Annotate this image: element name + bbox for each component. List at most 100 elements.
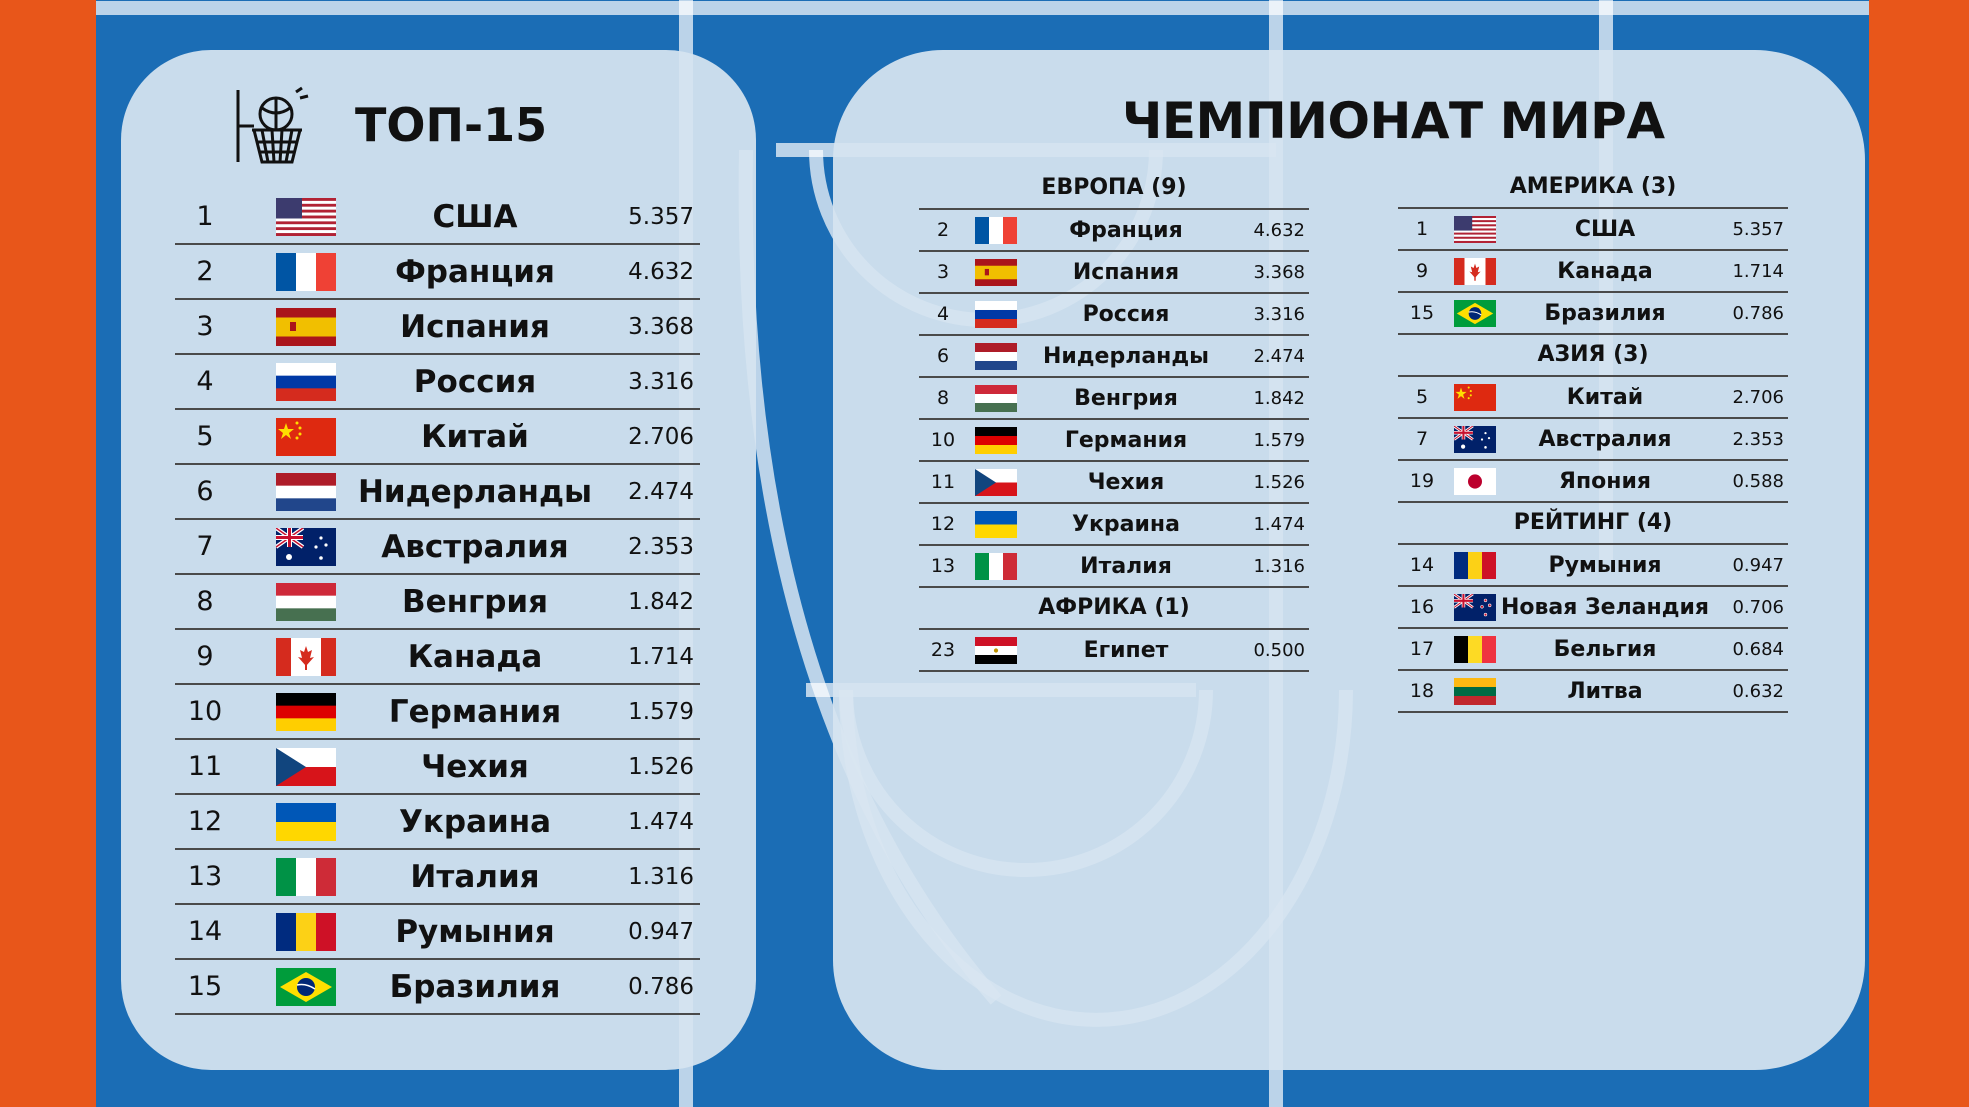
table-row: 13 Италия 1.316 bbox=[919, 546, 1309, 588]
table-row: 2 Франция 4.632 bbox=[175, 245, 700, 300]
table-row: 15 Бразилия 0.786 bbox=[175, 960, 700, 1015]
flag-fr-icon bbox=[276, 252, 336, 291]
country-score: 1.474 bbox=[1253, 513, 1305, 535]
flag-fr-icon bbox=[975, 216, 1017, 244]
flag-au-icon bbox=[1453, 424, 1496, 453]
flag-br-icon bbox=[1454, 299, 1496, 327]
world-championship-column-2: АМЕРИКА (3) 1 США 5.357 9 Канада 1.714 15 Бразил… bbox=[1398, 167, 1788, 713]
flag-cn-icon bbox=[276, 417, 336, 456]
country-score: 0.947 bbox=[1732, 554, 1784, 576]
flag-be-icon bbox=[1454, 635, 1496, 663]
rank-number: 7 bbox=[1415, 428, 1429, 450]
country-name: Россия bbox=[413, 363, 537, 400]
country-name: Египет bbox=[1083, 637, 1169, 663]
rank-number: 3 bbox=[196, 311, 214, 342]
flag-it-icon bbox=[975, 552, 1017, 580]
country-score: 1.842 bbox=[1253, 387, 1305, 409]
rank-number: 23 bbox=[930, 639, 956, 661]
top15-title: ТОП-15 bbox=[355, 98, 548, 152]
table-row: 12 Украина 1.474 bbox=[175, 795, 700, 850]
table-row: 1 США 5.357 bbox=[1398, 209, 1788, 251]
country-name: Нидерланды bbox=[357, 473, 593, 510]
rank-number: 14 bbox=[187, 916, 223, 947]
country-name: Украина bbox=[398, 803, 552, 840]
table-row: 1 США 5.357 bbox=[175, 190, 700, 245]
flag-nl-icon bbox=[276, 472, 336, 511]
table-row: 17 Бельгия 0.684 bbox=[1398, 629, 1788, 671]
table-row: 19 Япония 0.588 bbox=[1398, 461, 1788, 503]
table-row: 9 Канада 1.714 bbox=[1398, 251, 1788, 293]
table-row: 6 Нидерланды 2.474 bbox=[919, 336, 1309, 378]
table-row: 10 Германия 1.579 bbox=[919, 420, 1309, 462]
country-score: 0.588 bbox=[1732, 470, 1784, 492]
country-score: 1.714 bbox=[628, 643, 694, 670]
country-score: 2.353 bbox=[628, 533, 694, 560]
table-row: 5 Китай 2.706 bbox=[1398, 377, 1788, 419]
world-championship-title: ЧЕМПИОНАТ МИРА bbox=[1122, 92, 1665, 150]
country-name: Нидерланды bbox=[1042, 343, 1210, 369]
flag-ru-icon bbox=[975, 300, 1017, 328]
country-name: Украина bbox=[1072, 511, 1180, 537]
country-score: 1.842 bbox=[628, 588, 694, 615]
country-score: 4.632 bbox=[1253, 219, 1305, 241]
country-name: Китай bbox=[1566, 384, 1644, 410]
rank-number: 15 bbox=[187, 971, 223, 1002]
country-name: Канада bbox=[1557, 258, 1653, 284]
country-name: Чехия bbox=[421, 748, 529, 785]
country-score: 3.316 bbox=[628, 368, 694, 395]
rank-number: 8 bbox=[936, 387, 950, 409]
country-score: 1.316 bbox=[628, 863, 694, 890]
table-row: 8 Венгрия 1.842 bbox=[175, 575, 700, 630]
rank-number: 5 bbox=[196, 421, 214, 452]
rank-number: 12 bbox=[187, 806, 223, 837]
flag-us-icon bbox=[1454, 215, 1496, 243]
country-score: 1.526 bbox=[628, 753, 694, 780]
rank-number: 15 bbox=[1409, 302, 1435, 324]
flag-cz-icon bbox=[975, 468, 1017, 496]
country-name: Румыния bbox=[395, 913, 555, 950]
country-name: США bbox=[432, 198, 518, 235]
country-name: Франция bbox=[395, 253, 555, 290]
table-row: 14 Румыния 0.947 bbox=[1398, 545, 1788, 587]
basketball-hoop-icon bbox=[236, 86, 309, 164]
top15-table: 1 США 5.357 2 Франция 4.632 3 Испания 3.368 4 Росс… bbox=[175, 190, 700, 1015]
table-row: 16 Новая Зеландия 0.706 bbox=[1398, 587, 1788, 629]
country-name: Австралия bbox=[1538, 426, 1672, 452]
country-name: Испания bbox=[400, 308, 550, 345]
flag-jp-icon bbox=[1454, 467, 1496, 495]
flag-ua-icon bbox=[276, 802, 336, 841]
country-name: Венгрия bbox=[1074, 385, 1178, 411]
country-score: 1.316 bbox=[1253, 555, 1305, 577]
flag-hu-icon bbox=[276, 582, 336, 621]
table-row: 15 Бразилия 0.786 bbox=[1398, 293, 1788, 335]
rank-number: 8 bbox=[196, 586, 214, 617]
rank-number: 4 bbox=[936, 303, 950, 325]
rank-number: 9 bbox=[196, 641, 214, 672]
flag-nl-icon bbox=[975, 342, 1017, 370]
table-row: 6 Нидерланды 2.474 bbox=[175, 465, 700, 520]
country-name: Бразилия bbox=[1544, 300, 1666, 326]
table-row: 23 Египет 0.500 bbox=[919, 630, 1309, 672]
country-name: США bbox=[1574, 216, 1636, 242]
country-score: 1.579 bbox=[1253, 429, 1305, 451]
flag-nz-icon bbox=[1453, 592, 1496, 621]
rank-number: 1 bbox=[1415, 218, 1429, 240]
country-score: 0.684 bbox=[1732, 638, 1784, 660]
table-row: 8 Венгрия 1.842 bbox=[919, 378, 1309, 420]
country-score: 2.706 bbox=[1732, 386, 1784, 408]
country-score: 2.353 bbox=[1732, 428, 1784, 450]
country-score: 2.474 bbox=[628, 478, 694, 505]
rank-number: 11 bbox=[930, 471, 956, 493]
flag-es-icon bbox=[276, 307, 336, 346]
country-name: Россия bbox=[1082, 301, 1170, 327]
country-score: 0.786 bbox=[1732, 302, 1784, 324]
country-score: 4.632 bbox=[628, 258, 694, 285]
country-name: Германия bbox=[1064, 427, 1188, 453]
rank-number: 4 bbox=[196, 366, 214, 397]
flag-it-icon bbox=[276, 857, 336, 896]
flag-de-icon bbox=[975, 426, 1017, 454]
rank-number: 3 bbox=[936, 261, 950, 283]
country-name: Франция bbox=[1069, 217, 1183, 243]
country-score: 2.474 bbox=[1253, 345, 1305, 367]
table-row: 5 Китай 2.706 bbox=[175, 410, 700, 465]
